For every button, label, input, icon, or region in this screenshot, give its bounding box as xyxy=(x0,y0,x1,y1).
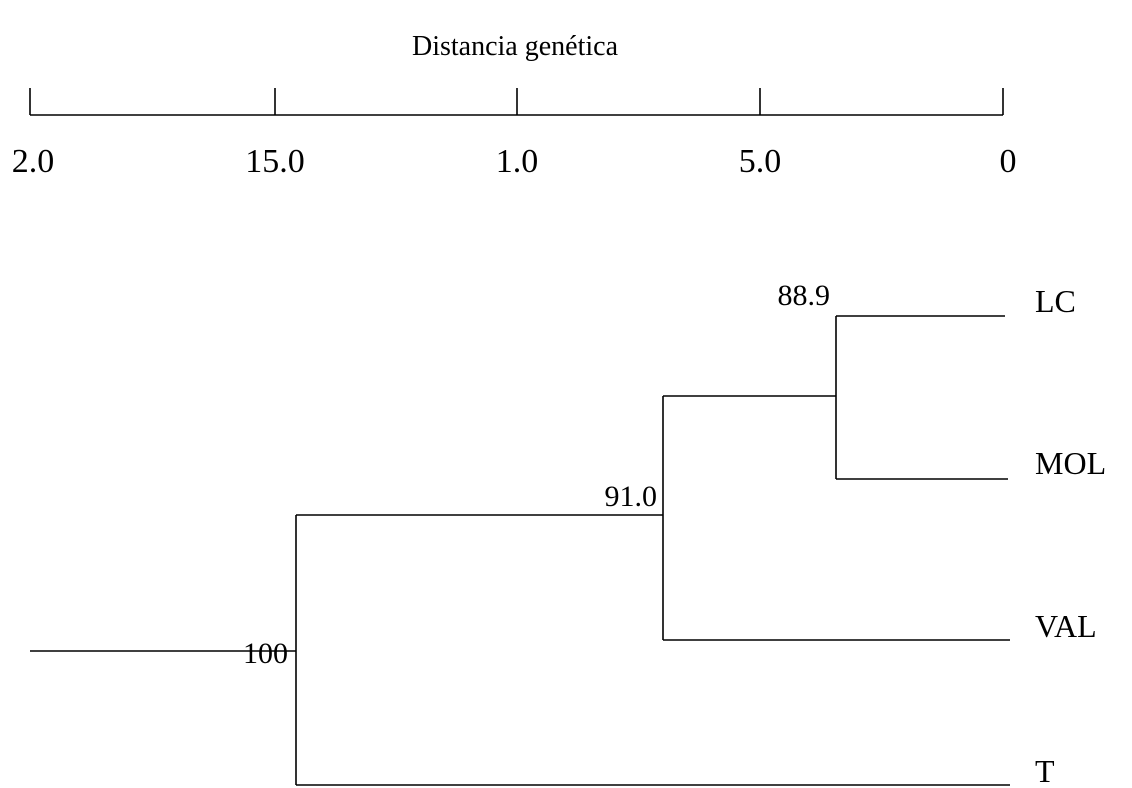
axis-title: Distancia genética xyxy=(412,31,619,62)
axis: 2.0 15.0 1.0 5.0 0 xyxy=(12,88,1017,180)
node-label: 88.9 xyxy=(778,279,831,312)
tick-label: 2.0 xyxy=(12,143,55,180)
tree xyxy=(30,315,1010,786)
leaf-label: MOL xyxy=(1035,445,1106,481)
node-label: 91.0 xyxy=(605,480,658,513)
node-label: 100 xyxy=(243,637,288,670)
leaf-label: T xyxy=(1035,753,1055,788)
tick-label: 15.0 xyxy=(245,143,305,180)
tick-label: 5.0 xyxy=(739,143,782,180)
tick-label: 0 xyxy=(1000,143,1017,180)
leaf-label: LC xyxy=(1035,283,1076,319)
leaf-label: VAL xyxy=(1035,608,1097,644)
tick-label: 1.0 xyxy=(496,143,539,180)
